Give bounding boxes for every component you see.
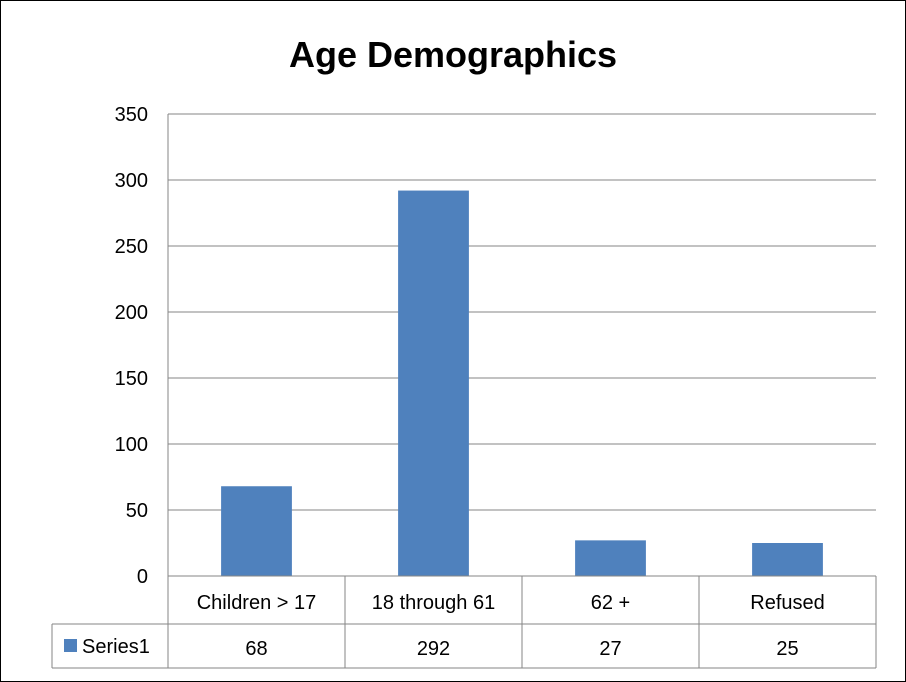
y-tick-label: 250 xyxy=(115,236,148,258)
y-axis-ticks: 0 50 100 150 200 250 300 350 xyxy=(115,104,148,588)
y-tick-label: 0 xyxy=(137,566,148,588)
bar xyxy=(221,486,292,576)
y-tick-label: 100 xyxy=(115,434,148,456)
legend-swatch xyxy=(64,639,77,652)
bars xyxy=(221,190,823,576)
chart-title: Age Demographics xyxy=(288,34,618,75)
data-table: Children > 17 18 through 61 62 + Refused Ser… xyxy=(51,575,877,669)
y-tick-label: 150 xyxy=(115,368,148,390)
x-category-label: 18 through 61 xyxy=(372,592,495,614)
bar xyxy=(575,540,646,576)
x-category-label: 62 + xyxy=(591,592,630,614)
x-category-label: Children > 17 xyxy=(197,592,317,614)
x-category-label: Refused xyxy=(750,592,825,614)
y-tick-label: 300 xyxy=(115,170,148,192)
y-tick-label: 200 xyxy=(115,302,148,324)
data-label: 25 xyxy=(776,638,798,660)
data-label: 27 xyxy=(599,638,621,660)
bar xyxy=(752,543,823,576)
y-tick-label: 50 xyxy=(126,500,148,522)
data-label: 292 xyxy=(417,638,450,660)
gridlines xyxy=(167,113,876,576)
bar xyxy=(398,190,469,576)
y-tick-label: 350 xyxy=(115,104,148,126)
legend-label: Series1 xyxy=(82,636,150,658)
data-label: 68 xyxy=(245,638,267,660)
